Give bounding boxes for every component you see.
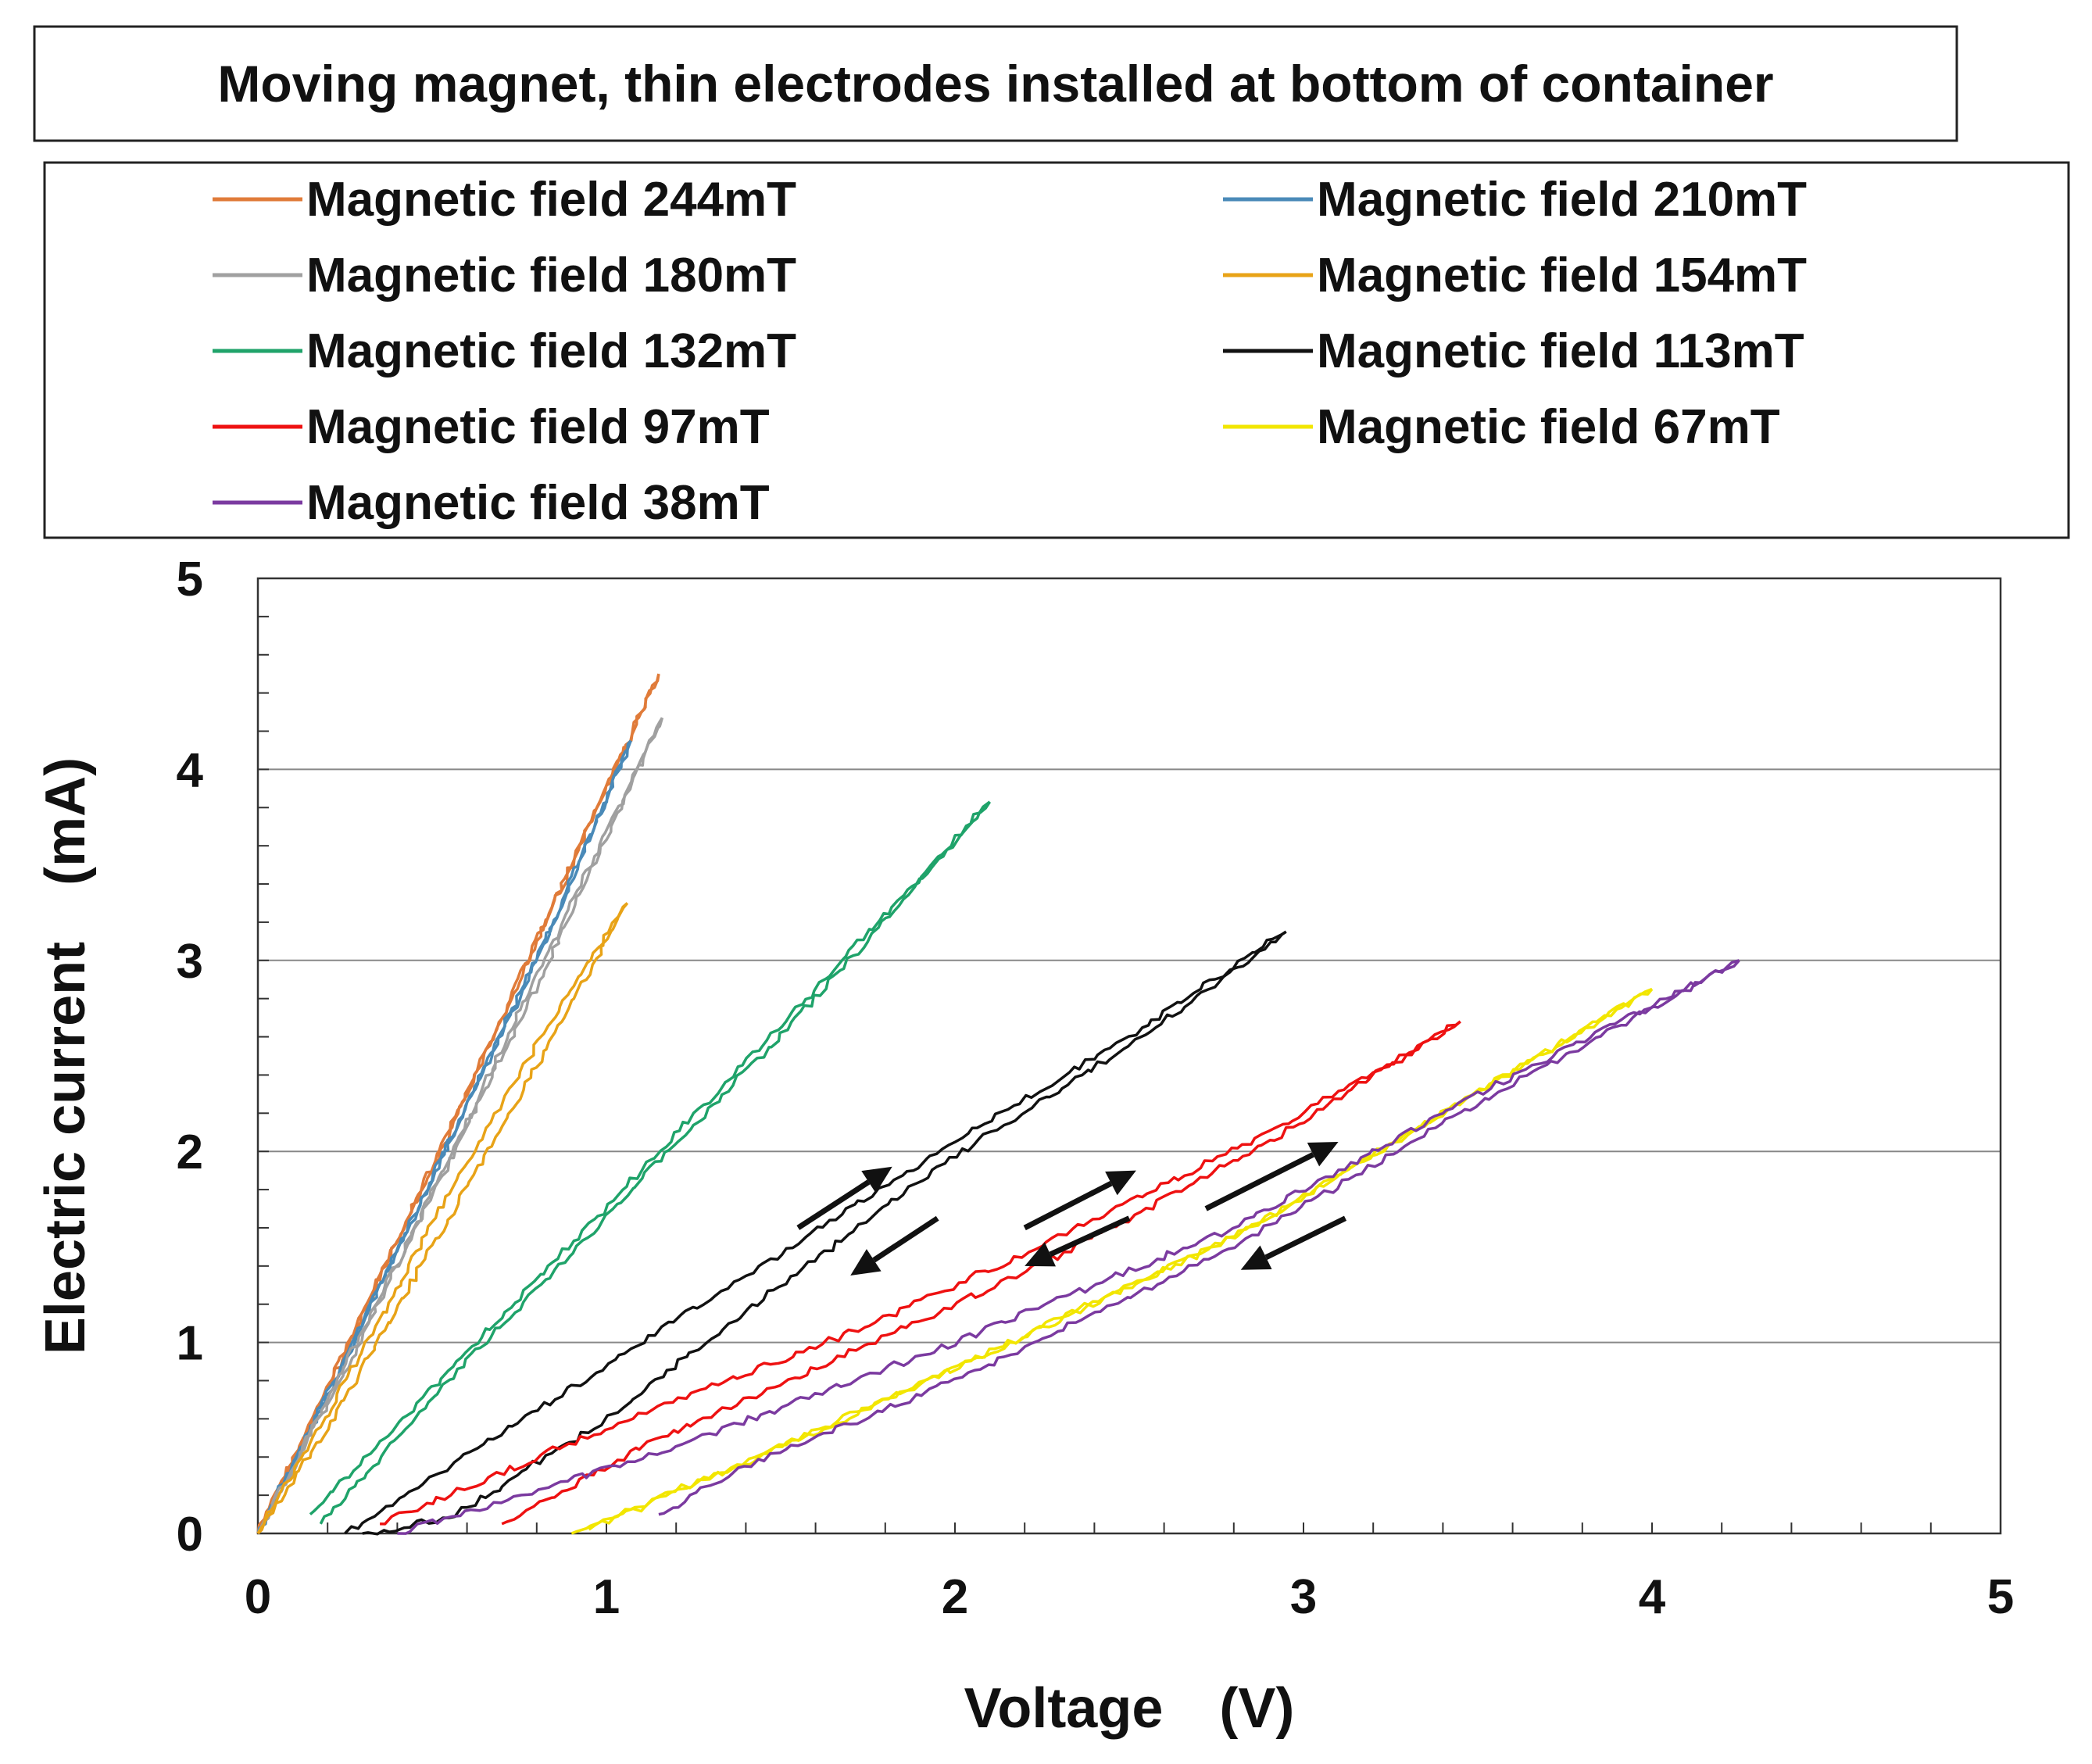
chart-title: Moving magnet, thin electrodes installed…: [217, 55, 1773, 113]
title-box: Moving magnet, thin electrodes installed…: [33, 25, 1958, 142]
direction-arrow: [850, 1215, 939, 1276]
series-layer: [256, 673, 1740, 1536]
y-tick-label: 4: [177, 743, 204, 797]
x-tick-label: 3: [1290, 1570, 1317, 1624]
series-4: [309, 800, 992, 1525]
direction-arrow: [1025, 1215, 1131, 1267]
legend-item: Magnetic field 38mT: [213, 476, 770, 530]
legend-label: Magnetic field 38mT: [306, 476, 770, 530]
legend-label: Magnetic field 97mT: [306, 400, 770, 454]
y-tick-label: 5: [177, 553, 203, 606]
series-line-down: [501, 1020, 1461, 1526]
series-line-down: [256, 717, 663, 1535]
series-line-up: [344, 930, 1287, 1535]
legend-item: Magnetic field 67mT: [1223, 400, 1780, 454]
series-3: [256, 902, 629, 1535]
series-line-down: [256, 902, 628, 1535]
x-tick-label: 4: [1639, 1570, 1666, 1624]
series-8: [397, 959, 1740, 1535]
direction-arrow: [1204, 1141, 1339, 1211]
x-tick-label: 2: [942, 1570, 968, 1624]
tick-labels: 0 1 2 3 4 5 0 1 2 3 4 5: [177, 553, 2015, 1624]
series-line-down: [319, 800, 991, 1525]
legend-item: Magnetic field 180mT: [213, 249, 796, 302]
legend-label: Magnetic field 154mT: [1317, 249, 1807, 302]
y-tick-label: 0: [177, 1508, 203, 1562]
legend-box: [43, 161, 2070, 539]
x-tick-label: 5: [1987, 1570, 2014, 1624]
series-line-down: [256, 740, 632, 1534]
series-line-up: [309, 800, 992, 1515]
y-tick-label: 2: [177, 1125, 203, 1179]
y-axis-label: Electric current (mA): [34, 757, 97, 1354]
x-tick-label: 1: [593, 1570, 620, 1624]
series-line-down: [658, 959, 1740, 1516]
legend-item: Magnetic field 210mT: [1223, 173, 1807, 227]
legend-label: Magnetic field 180mT: [306, 249, 796, 302]
y-tick-label: 3: [177, 935, 203, 989]
legend-label: Magnetic field 244mT: [306, 173, 796, 227]
legend-item: Magnetic field 113mT: [1223, 324, 1804, 378]
legend-label: Magnetic field 210mT: [1317, 173, 1807, 227]
legend-item: Magnetic field 97mT: [213, 400, 770, 454]
minor-ticks: [258, 615, 1932, 1533]
series-line-up: [380, 1020, 1461, 1526]
annotations: [796, 1141, 1347, 1276]
plot-frame: [256, 577, 2002, 1535]
direction-arrow: [1240, 1215, 1347, 1270]
direction-arrow: [796, 1166, 892, 1230]
legend-label: Magnetic field 132mT: [306, 324, 796, 378]
series-line-up: [256, 717, 664, 1534]
legend-label: Magnetic field 113mT: [1317, 324, 1804, 378]
series-line-up: [397, 959, 1740, 1535]
legend-item: Magnetic field 244mT: [213, 173, 796, 227]
series-line-up: [256, 902, 629, 1534]
legend: Magnetic field 244mT Magnetic field 210mT…: [43, 161, 2070, 539]
direction-arrow: [1023, 1170, 1136, 1231]
series-line-down: [362, 930, 1287, 1536]
series-2: [256, 717, 664, 1535]
series-7: [570, 987, 1654, 1535]
legend-item: Magnetic field 132mT: [213, 324, 796, 378]
x-axis-label: Voltage (V): [964, 1677, 1295, 1740]
series-line-down: [588, 988, 1654, 1531]
gridlines: [258, 768, 2001, 1344]
series-5: [344, 930, 1287, 1536]
series-6: [380, 1020, 1461, 1526]
legend-item: Magnetic field 154mT: [1223, 249, 1807, 302]
x-tick-label: 0: [245, 1570, 271, 1624]
y-tick-label: 1: [177, 1317, 203, 1371]
legend-label: Magnetic field 67mT: [1317, 400, 1780, 454]
